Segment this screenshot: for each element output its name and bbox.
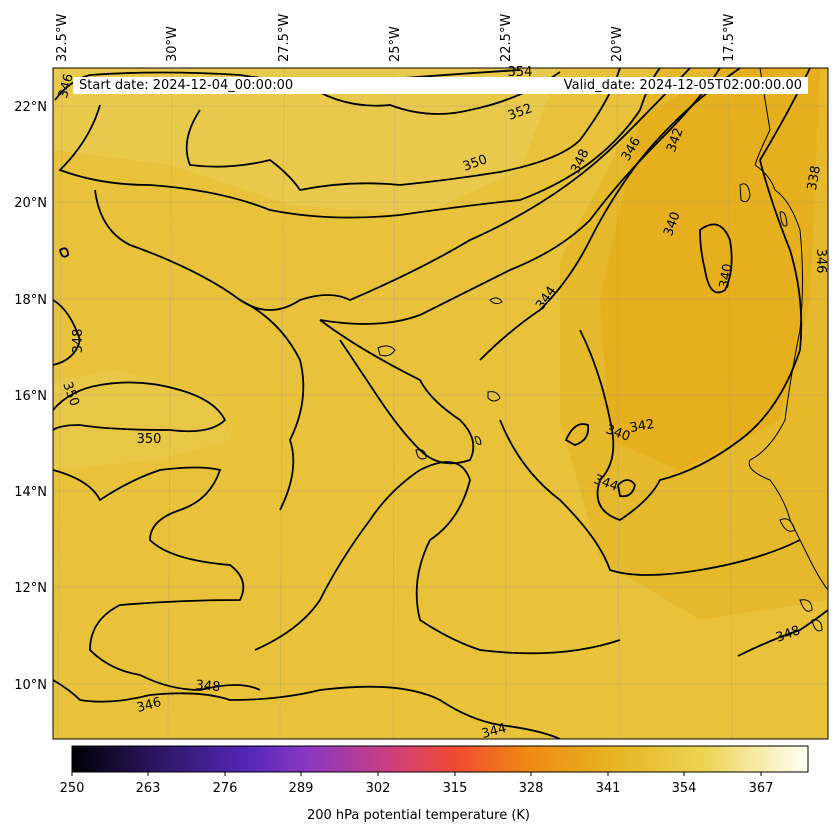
contour-line bbox=[319, 319, 475, 465]
contour-line bbox=[58, 247, 69, 258]
contour-label: 354 bbox=[508, 65, 533, 80]
island-outline bbox=[739, 183, 751, 203]
contour-line bbox=[579, 68, 811, 521]
colorbar-tick-label: 354 bbox=[672, 781, 697, 796]
island-outline bbox=[779, 211, 788, 227]
lat-tick-label: 22°N bbox=[14, 100, 47, 115]
contour-line bbox=[53, 466, 261, 691]
colorbar-bar bbox=[71, 745, 809, 773]
contour-label: 348 bbox=[195, 678, 221, 695]
contour-line bbox=[737, 609, 828, 657]
colorbar-tick-label: 341 bbox=[596, 781, 621, 796]
contour-line bbox=[58, 68, 661, 219]
contour-label: 344 bbox=[480, 721, 508, 742]
map-frame bbox=[52, 67, 829, 740]
contour-line bbox=[94, 68, 691, 311]
colorbar-tick-label: 263 bbox=[136, 781, 161, 796]
island-outline bbox=[377, 345, 396, 357]
colorbar-title: 200 hPa potential temperature (K) bbox=[306, 808, 530, 823]
date-header-bar: Start date: 2024-12-04_00:00:00 Valid_da… bbox=[73, 77, 808, 94]
field-cool-core bbox=[600, 68, 820, 470]
africa-coastline bbox=[748, 68, 828, 591]
lon-tick-label: 20°W bbox=[610, 26, 625, 62]
colorbar-tick-labels: 250 263 276 289 302 315 328 341 354 367 bbox=[60, 781, 774, 796]
lat-tick-label: 16°N bbox=[14, 389, 47, 404]
colorbar: 250 263 276 289 302 315 328 341 354 367 bbox=[60, 745, 809, 796]
island-outline bbox=[779, 518, 796, 532]
contour-line bbox=[479, 68, 741, 361]
lat-tick-label: 10°N bbox=[14, 678, 47, 693]
lat-tick-label: 20°N bbox=[14, 196, 47, 211]
colorbar-tick-label: 289 bbox=[289, 781, 314, 796]
contour-label: 342 bbox=[629, 417, 656, 436]
contour-line bbox=[53, 381, 227, 433]
lat-tick-label: 14°N bbox=[14, 485, 47, 500]
contour-label: 348 bbox=[71, 329, 86, 354]
lat-tick-label: 18°N bbox=[14, 293, 47, 308]
contour-label: 346 bbox=[813, 249, 828, 274]
contour-line bbox=[299, 71, 561, 115]
island-outline bbox=[799, 599, 813, 612]
contour-label: 350 bbox=[137, 432, 162, 447]
contour-label: 346 bbox=[135, 695, 163, 716]
island-outline bbox=[474, 436, 482, 445]
contour-line bbox=[185, 68, 621, 192]
colorbar-tick-label: 367 bbox=[749, 781, 774, 796]
lon-tick-label: 30°W bbox=[165, 26, 180, 62]
contour-line bbox=[564, 423, 590, 446]
contour-line bbox=[54, 69, 521, 101]
contour-line bbox=[53, 679, 561, 739]
contour-label: 338 bbox=[805, 165, 824, 192]
colorbar-tick-label: 302 bbox=[366, 781, 391, 796]
coastlines bbox=[377, 68, 828, 632]
contour-line bbox=[617, 479, 636, 498]
contour-lines bbox=[53, 68, 828, 739]
contour-line bbox=[239, 299, 305, 511]
contour-line bbox=[254, 461, 621, 655]
contour-line bbox=[699, 223, 733, 294]
valid-date-label: Valid_date: 2024-12-05T02:00:00.00 bbox=[563, 78, 802, 93]
lon-tick-label: 27.5°W bbox=[277, 14, 292, 62]
gridlines bbox=[53, 68, 828, 739]
field-warm-north bbox=[53, 68, 560, 215]
lat-tick-label: 12°N bbox=[14, 581, 47, 596]
map-field bbox=[53, 68, 828, 739]
contour-line bbox=[53, 299, 81, 366]
lon-tick-label: 25°W bbox=[388, 26, 403, 62]
island-outline bbox=[415, 449, 427, 460]
contour-line bbox=[319, 68, 721, 325]
island-outline bbox=[489, 297, 503, 305]
start-date-label: Start date: 2024-12-04_00:00:00 bbox=[79, 78, 294, 93]
contour-label: 346 bbox=[56, 72, 77, 100]
contour-label: 340 bbox=[717, 263, 736, 290]
lon-tick-label: 22.5°W bbox=[499, 14, 514, 62]
colorbar-tick-label: 250 bbox=[60, 781, 85, 796]
lon-tick-labels: 32.5°W 30°W 27.5°W 25°W 22.5°W 20°W 17.5… bbox=[55, 14, 737, 62]
colorbar-tick-label: 315 bbox=[443, 781, 468, 796]
colorbar-tick-label: 276 bbox=[213, 781, 238, 796]
lon-tick-label: 32.5°W bbox=[55, 14, 70, 62]
contour-label-group: 354 352 350 348 346 342 340 338 346 348 … bbox=[56, 65, 828, 742]
island-outline bbox=[811, 619, 823, 632]
field-warm-west bbox=[53, 370, 230, 470]
colorbar-ticks bbox=[71, 772, 762, 776]
lat-tick-labels: 22°N 20°N 18°N 16°N 14°N 12°N 10°N bbox=[14, 100, 47, 693]
colorbar-tick-label: 328 bbox=[519, 781, 544, 796]
lon-tick-label: 17.5°W bbox=[722, 14, 737, 62]
contour-line bbox=[499, 419, 801, 576]
island-outline bbox=[487, 391, 501, 402]
